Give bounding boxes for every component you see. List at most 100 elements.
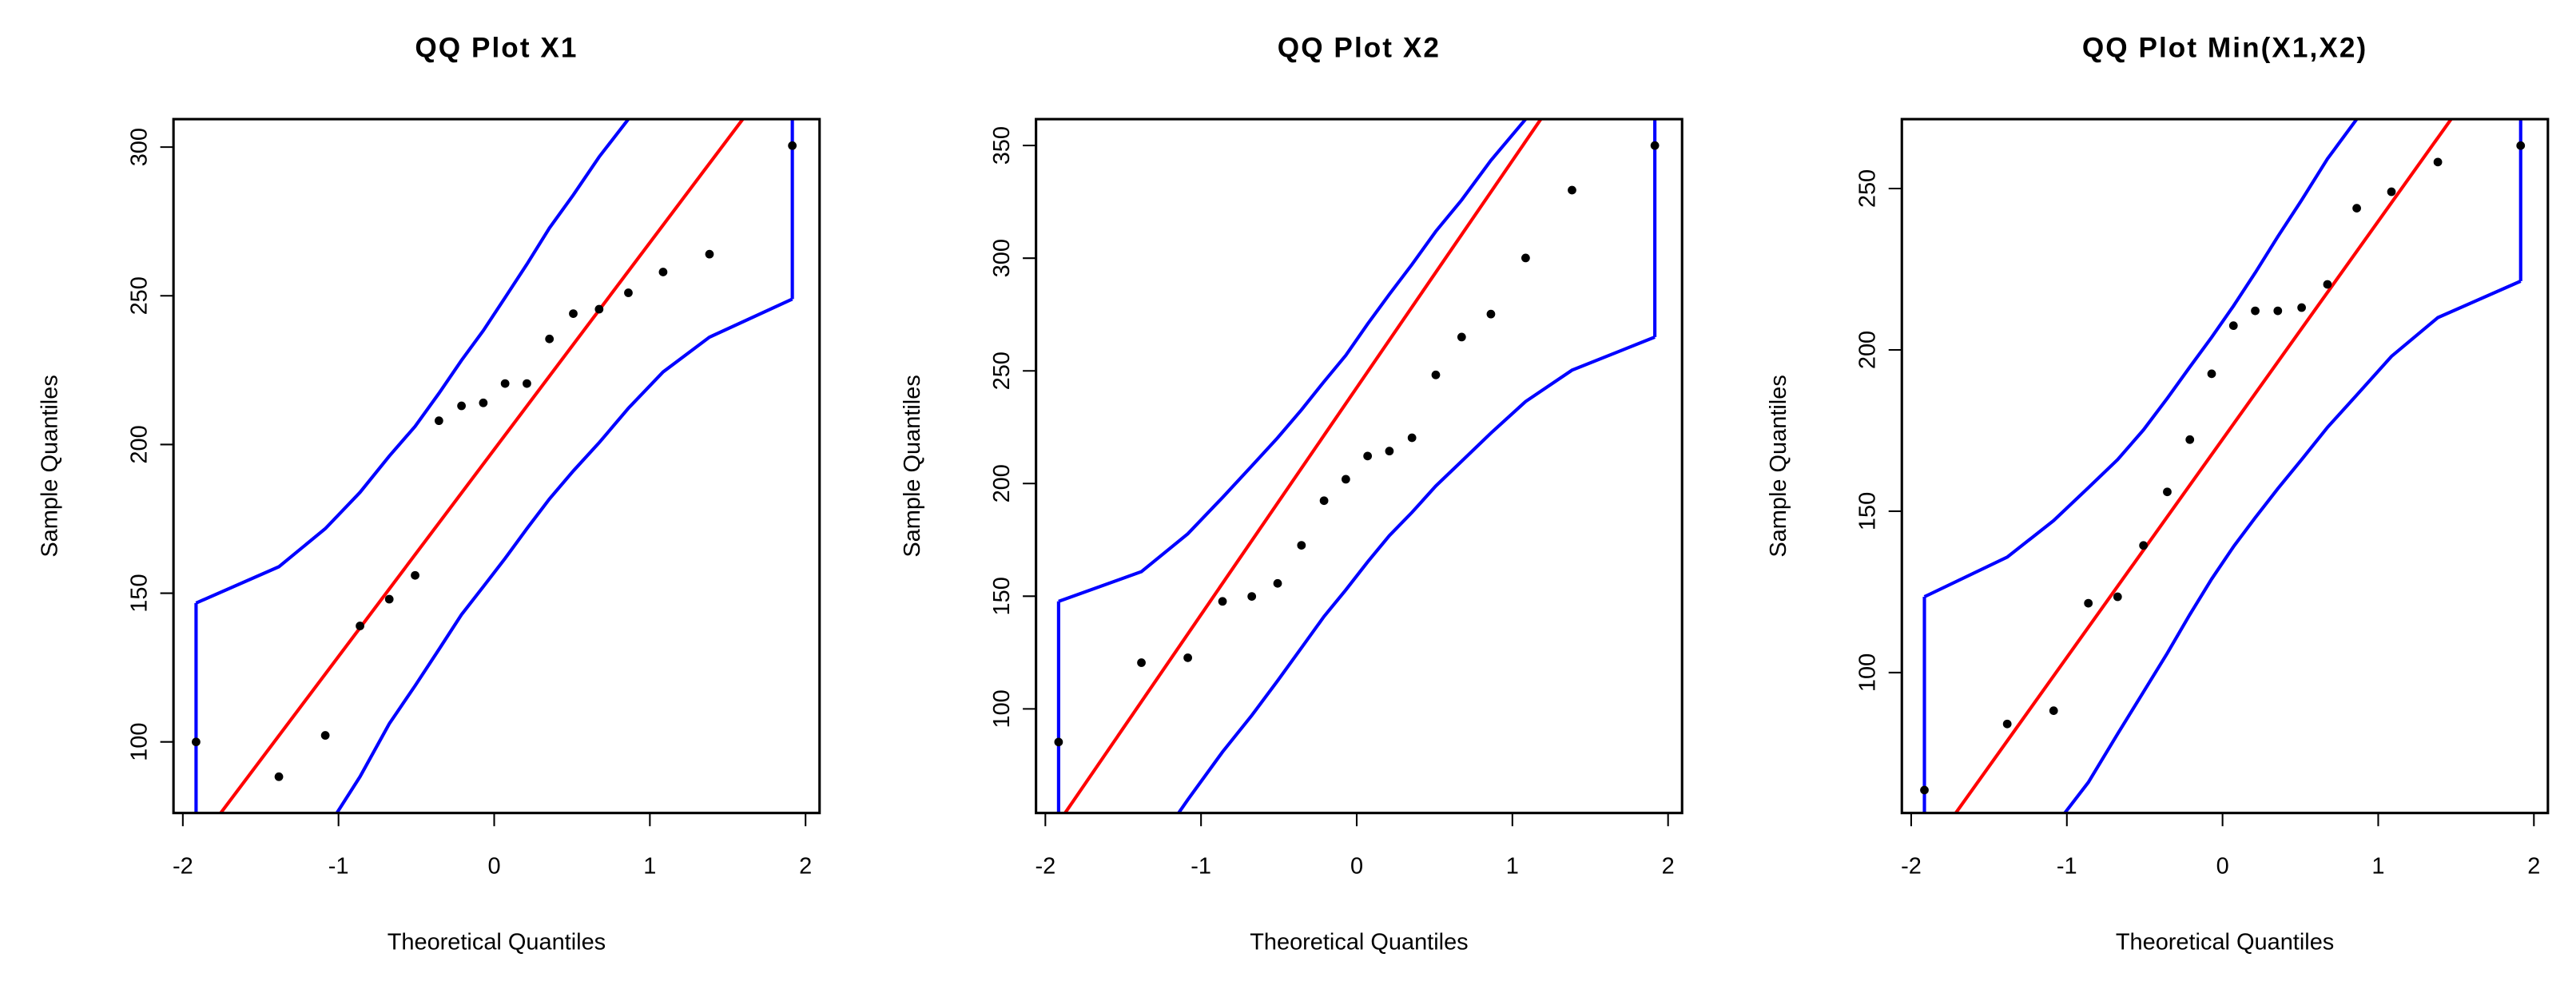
x-tick-label: 2 bbox=[2527, 854, 2540, 880]
point bbox=[457, 401, 466, 411]
point bbox=[705, 249, 714, 259]
y-axis-label: Sample Quantiles bbox=[1766, 375, 1791, 557]
point bbox=[1486, 309, 1496, 319]
point bbox=[434, 416, 443, 426]
point bbox=[1247, 592, 1257, 601]
panel: QQ Plot X2 Theoretical Quantiles Sample Qu… bbox=[900, 33, 1684, 955]
point bbox=[1363, 451, 1373, 461]
plot-area bbox=[1920, 119, 2526, 813]
point bbox=[384, 594, 394, 604]
y-tick-label: 350 bbox=[989, 126, 1015, 165]
point bbox=[1297, 541, 1306, 550]
plot-frame bbox=[1900, 117, 2550, 815]
plot-frame bbox=[1035, 117, 1684, 815]
point bbox=[1218, 597, 1227, 606]
y-tick-label: 150 bbox=[1855, 492, 1881, 530]
x-tick-label: -2 bbox=[173, 854, 193, 880]
point bbox=[411, 570, 419, 580]
x-tick-label: -1 bbox=[2057, 854, 2077, 880]
point bbox=[2352, 204, 2361, 213]
point bbox=[624, 288, 633, 297]
x-tick-label: 0 bbox=[487, 854, 500, 880]
y-tick-label: 250 bbox=[126, 276, 152, 315]
y-tick-label: 300 bbox=[989, 239, 1015, 277]
reference-line bbox=[1954, 119, 2454, 813]
point bbox=[479, 398, 488, 407]
point bbox=[2163, 487, 2172, 497]
y-tick-label: 250 bbox=[989, 352, 1015, 390]
y-tick-label: 150 bbox=[126, 574, 152, 612]
x-tick-label: 2 bbox=[1662, 854, 1675, 880]
point bbox=[545, 334, 555, 344]
reference-line bbox=[218, 119, 745, 813]
point bbox=[1568, 185, 1576, 195]
point bbox=[1650, 141, 1660, 150]
point bbox=[1054, 737, 1063, 747]
x-tick-label: 2 bbox=[799, 854, 812, 880]
reference-line bbox=[1063, 119, 1543, 813]
point bbox=[2387, 187, 2396, 197]
envelope-upper bbox=[1923, 119, 2359, 598]
y-axis-label: Sample Quantiles bbox=[38, 375, 63, 557]
envelope-upper bbox=[195, 119, 630, 605]
point bbox=[523, 379, 531, 388]
plot-area bbox=[1054, 119, 1660, 813]
chart-title: QQ Plot Min(X1,X2) bbox=[2082, 33, 2367, 64]
x-tick-label: 1 bbox=[1506, 854, 1519, 880]
point bbox=[2185, 435, 2195, 444]
point bbox=[2273, 306, 2283, 316]
panel: QQ Plot Min(X1,X2) Theoretical Quantiles S… bbox=[1766, 33, 2550, 955]
point bbox=[2139, 541, 2149, 550]
point bbox=[2002, 719, 2012, 729]
x-axis-label: Theoretical Quantiles bbox=[388, 930, 606, 955]
envelope-upper bbox=[1058, 119, 1528, 603]
point bbox=[2113, 592, 2122, 602]
y-tick-label: 200 bbox=[989, 464, 1015, 502]
x-tick-label: 0 bbox=[2216, 854, 2229, 880]
x-tick-label: -2 bbox=[1901, 854, 1922, 880]
point bbox=[2433, 157, 2443, 167]
y-tick-label: 100 bbox=[989, 689, 1015, 728]
point bbox=[2207, 369, 2216, 379]
y-tick-label: 300 bbox=[126, 128, 152, 166]
x-axis-label: Theoretical Quantiles bbox=[1250, 930, 1468, 955]
point bbox=[1920, 785, 1929, 795]
point bbox=[658, 268, 668, 276]
point bbox=[1341, 475, 1350, 484]
x-tick-label: 1 bbox=[2371, 854, 2384, 880]
plot-area bbox=[192, 119, 797, 813]
envelope-lower bbox=[335, 297, 793, 813]
x-tick-label: -1 bbox=[1191, 854, 1211, 880]
plot-frame bbox=[172, 117, 821, 815]
point bbox=[1273, 578, 1282, 588]
y-tick-label: 200 bbox=[1855, 331, 1881, 369]
point bbox=[1431, 370, 1441, 379]
x-tick-label: -2 bbox=[1035, 854, 1055, 880]
point bbox=[356, 622, 364, 630]
point bbox=[1521, 253, 1530, 263]
point bbox=[1407, 433, 1417, 443]
x-tick-label: 0 bbox=[1350, 854, 1363, 880]
chart-title: QQ Plot X2 bbox=[1278, 33, 1441, 64]
chart-title: QQ Plot X1 bbox=[415, 33, 578, 64]
x-tick-label: -1 bbox=[328, 854, 349, 880]
point bbox=[2323, 280, 2332, 289]
point bbox=[2297, 303, 2306, 312]
y-tick-label: 100 bbox=[1855, 653, 1881, 692]
point bbox=[2516, 141, 2526, 150]
point bbox=[500, 379, 510, 388]
point bbox=[788, 141, 797, 150]
x-tick-label: 1 bbox=[643, 854, 656, 880]
point bbox=[1457, 332, 1466, 342]
point bbox=[594, 304, 604, 314]
point bbox=[2251, 306, 2260, 316]
y-tick-label: 100 bbox=[126, 723, 152, 761]
point bbox=[320, 731, 330, 740]
envelope-lower bbox=[2062, 280, 2522, 813]
point bbox=[2228, 321, 2238, 331]
x-axis-label: Theoretical Quantiles bbox=[2116, 930, 2334, 955]
y-axis-label: Sample Quantiles bbox=[900, 375, 925, 557]
y-tick-label: 150 bbox=[989, 577, 1015, 615]
point bbox=[192, 737, 201, 747]
